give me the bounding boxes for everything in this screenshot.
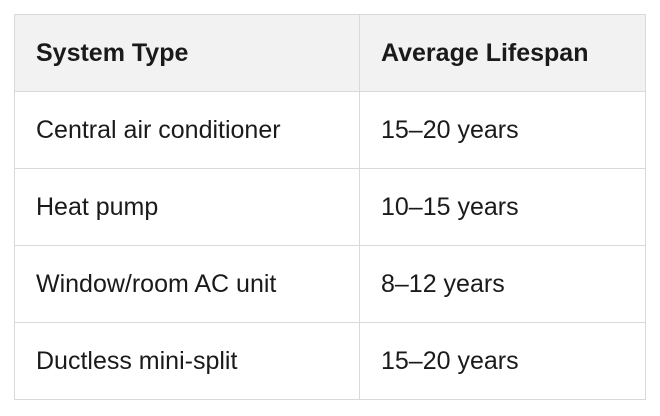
table-cell: Central air conditioner bbox=[14, 91, 360, 169]
table-row: Central air conditioner 15–20 years bbox=[14, 91, 646, 169]
table-head: System Type Average Lifespan bbox=[14, 14, 646, 92]
table-cell: 15–20 years bbox=[359, 91, 646, 169]
lifespan-table: System Type Average Lifespan Central air… bbox=[14, 14, 646, 400]
table-row: Heat pump 10–15 years bbox=[14, 168, 646, 246]
table-cell: Ductless mini-split bbox=[14, 322, 360, 400]
header-cell: System Type bbox=[14, 14, 360, 92]
table-cell: Window/room AC unit bbox=[14, 245, 360, 323]
header-row: System Type Average Lifespan bbox=[14, 14, 646, 92]
table-body: Central air conditioner 15–20 years Heat p… bbox=[14, 91, 646, 400]
table-cell: Heat pump bbox=[14, 168, 360, 246]
table-row: Ductless mini-split 15–20 years bbox=[14, 322, 646, 400]
table-cell: 8–12 years bbox=[359, 245, 646, 323]
table-row: Window/room AC unit 8–12 years bbox=[14, 245, 646, 323]
table-cell: 15–20 years bbox=[359, 322, 646, 400]
header-cell: Average Lifespan bbox=[359, 14, 646, 92]
table-cell: 10–15 years bbox=[359, 168, 646, 246]
